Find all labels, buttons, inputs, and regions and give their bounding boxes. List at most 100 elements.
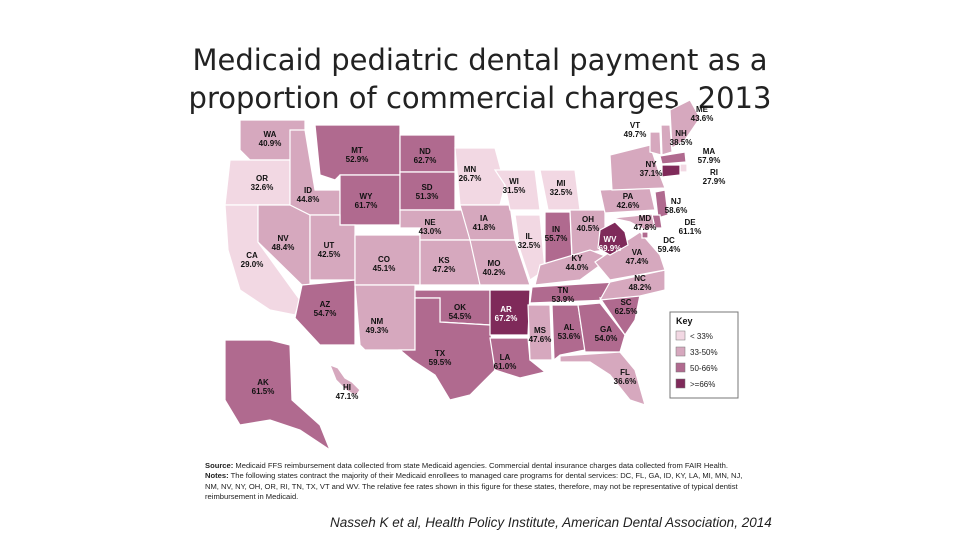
state-value-co: 45.1% [373, 264, 396, 273]
state-wv [597, 221, 629, 256]
state-ma [659, 151, 687, 165]
state-value-ok: 54.5% [449, 312, 472, 321]
state-md [611, 213, 656, 231]
key-label-50-66: 50-66% [690, 364, 718, 373]
state-abbr-ri: RI [710, 168, 718, 177]
state-abbr-md: MD [639, 214, 652, 223]
state-abbr-sc: SC [620, 298, 631, 307]
state-value-az: 54.7% [314, 309, 337, 318]
state-value-hi: 47.1% [336, 392, 359, 401]
state-abbr-ak: AK [257, 378, 269, 387]
state-abbr-tx: TX [435, 349, 446, 358]
state-value-de: 61.1% [679, 227, 702, 236]
state-ut [309, 214, 356, 281]
state-hi [328, 363, 361, 397]
state-nh [660, 124, 673, 156]
state-abbr-mi: MI [557, 179, 566, 188]
state-abbr-id: ID [304, 186, 312, 195]
state-value-wa: 40.9% [259, 139, 282, 148]
state-abbr-ct: CT [679, 179, 690, 188]
state-abbr-ga: GA [600, 325, 612, 334]
state-abbr-pa: PA [623, 192, 634, 201]
state-dc [641, 231, 649, 239]
state-abbr-sd: SD [421, 183, 432, 192]
map-key: Key < 33% 33-50% 50-66% >=66% [669, 311, 739, 399]
state-abbr-ne: NE [424, 218, 436, 227]
citation: Nasseh K et al, Health Policy Institute,… [330, 515, 772, 530]
state-value-mo: 40.2% [483, 268, 506, 277]
state-fl [559, 351, 646, 406]
key-swatch-ge66 [675, 378, 686, 389]
title-line-1: Medicaid pediatric dental payment as a [192, 43, 768, 78]
state-value-nm: 49.3% [366, 326, 389, 335]
state-abbr-de: DE [684, 218, 696, 227]
notes-label: Notes: [205, 471, 229, 481]
state-nm [354, 284, 416, 351]
state-abbr-ma: MA [703, 147, 716, 156]
state-value-wy: 61.7% [355, 201, 378, 210]
state-value-sd: 51.3% [416, 192, 439, 201]
state-az [294, 279, 356, 346]
state-tx [398, 297, 496, 401]
state-ct [661, 164, 681, 178]
state-value-nc: 48.2% [629, 283, 652, 292]
state-abbr-al: AL [564, 323, 575, 332]
state-value-oh: 40.5% [577, 224, 600, 233]
state-abbr-co: CO [378, 255, 390, 264]
state-value-pa: 42.6% [617, 201, 640, 210]
state-abbr-wy: WY [360, 192, 374, 201]
state-value-mt: 52.9% [346, 155, 369, 164]
state-value-il: 32.5% [518, 241, 541, 250]
state-abbr-mn: MN [464, 165, 477, 174]
state-me [669, 100, 701, 150]
state-vt [649, 131, 662, 156]
state-abbr-oh: OH [582, 215, 594, 224]
state-abbr-ia: IA [480, 214, 488, 223]
state-abbr-nh: NH [675, 129, 687, 138]
state-value-ri: 27.9% [703, 177, 726, 186]
state-value-ga: 54.0% [595, 334, 618, 343]
state-abbr-mo: MO [488, 259, 501, 268]
state-ny [609, 144, 666, 191]
state-abbr-tn: TN [558, 286, 569, 295]
state-la [489, 337, 547, 379]
state-abbr-wi: WI [509, 177, 519, 186]
state-value-id: 44.8% [297, 195, 320, 204]
state-abbr-mt: MT [351, 146, 363, 155]
state-ga [577, 302, 626, 353]
key-label-33-50: 33-50% [690, 348, 718, 357]
source-label: Source: [205, 461, 234, 470]
state-value-nv: 48.4% [272, 243, 295, 252]
key-swatch-lt33 [675, 330, 686, 341]
state-value-ms: 47.6% [529, 335, 552, 344]
state-abbr-il: IL [525, 232, 532, 241]
state-abbr-in: IN [552, 225, 560, 234]
state-abbr-az: AZ [320, 300, 331, 309]
state-value-tn: 53.9% [552, 295, 575, 304]
key-title: Key [676, 316, 693, 326]
state-value-nd: 62.7% [414, 156, 437, 165]
state-abbr-hi: HI [343, 383, 351, 392]
state-abbr-ut: UT [324, 241, 335, 250]
state-value-va: 47.4% [626, 257, 649, 266]
state-value-ca: 29.0% [241, 260, 264, 269]
slide-title: Medicaid pediatric dental payment as a p… [120, 41, 840, 117]
state-value-in: 55.7% [545, 234, 568, 243]
states-layer [224, 100, 701, 452]
state-value-ma: 57.9% [698, 156, 721, 165]
state-abbr-ky: KY [571, 254, 583, 263]
state-value-ct: 66.8% [673, 188, 696, 197]
state-abbr-ny: NY [645, 160, 657, 169]
state-value-al: 53.6% [558, 332, 581, 341]
state-value-sc: 62.5% [615, 307, 638, 316]
state-ri [679, 163, 688, 173]
state-value-nh: 38.5% [670, 138, 693, 147]
state-ar [489, 289, 531, 336]
state-value-md: 47.8% [634, 223, 657, 232]
state-abbr-nd: ND [419, 147, 431, 156]
key-swatch-50-66 [675, 362, 686, 373]
state-abbr-ar: AR [500, 305, 512, 314]
state-abbr-me: ME [696, 105, 709, 114]
state-abbr-nv: NV [277, 234, 289, 243]
state-value-mi: 32.5% [550, 188, 573, 197]
